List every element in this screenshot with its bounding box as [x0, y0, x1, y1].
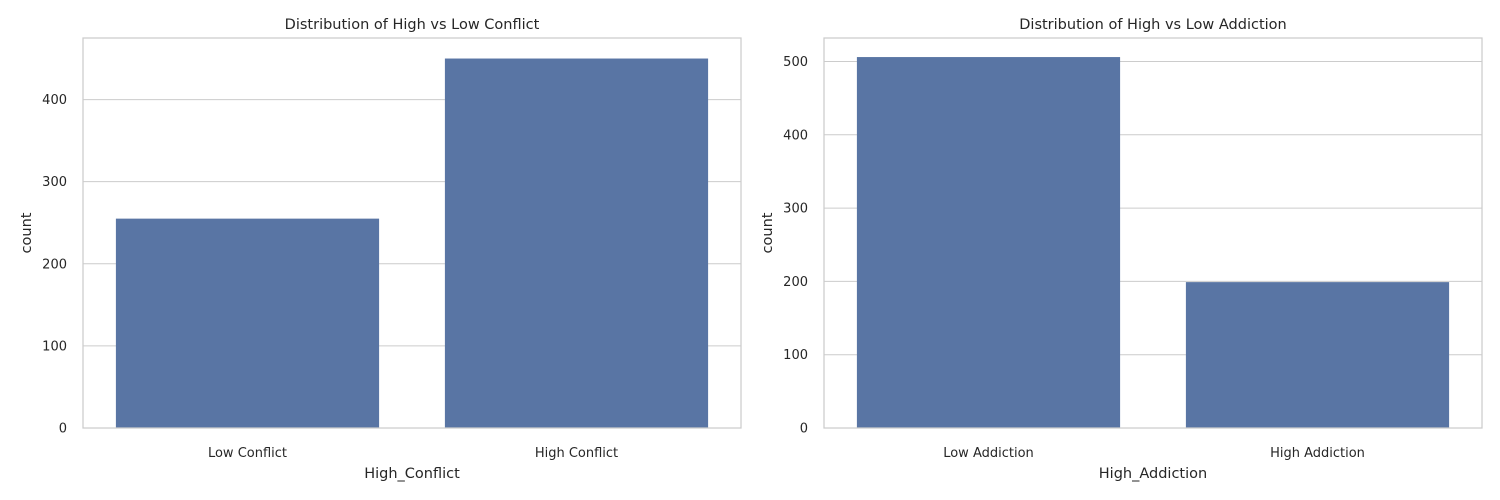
addiction-chart-bar-low-addiction [856, 57, 1121, 428]
addiction-chart-x-axis-label: High_Addiction [1099, 466, 1207, 482]
addiction-chart-y-axis-label: count [760, 212, 776, 253]
addiction-chart-x-ticks: Low Addiction High Addiction [943, 446, 1365, 461]
conflict-chart-title: Distribution of High vs Low Conflict [285, 17, 540, 33]
conflict-chart-y-tick-label: 400 [42, 93, 67, 108]
conflict-chart-bars [115, 58, 709, 429]
conflict-chart-y-axis-label: count [19, 212, 35, 253]
addiction-chart-y-tick-label: 100 [783, 348, 808, 363]
conflict-chart-y-tick-label: 100 [42, 339, 67, 354]
conflict-chart-x-tick-label: Low Conflict [208, 446, 287, 461]
addiction-chart-bar-high-addiction [1185, 282, 1450, 428]
addiction-chart: Distribution of High vs Low Addiction 0 1… [760, 17, 1483, 482]
addiction-chart-bars [856, 57, 1450, 428]
addiction-chart-y-tick-label: 0 [800, 422, 808, 437]
conflict-chart: Distribution of High vs Low Conflict 0 10… [19, 17, 742, 482]
conflict-chart-bar-low-conflict [115, 218, 380, 428]
conflict-chart-y-tick-label: 200 [42, 257, 67, 272]
conflict-chart-frame [82, 37, 742, 429]
addiction-chart-frame [823, 37, 1483, 429]
addiction-chart-y-tick-label: 300 [783, 202, 808, 217]
addiction-chart-y-tick-label: 200 [783, 275, 808, 290]
addiction-chart-y-tick-label: 500 [783, 55, 808, 70]
conflict-chart-y-tick-label: 0 [59, 422, 67, 437]
addiction-chart-x-tick-label: Low Addiction [943, 446, 1034, 461]
conflict-chart-bar-high-conflict [444, 58, 709, 429]
conflict-chart-x-axis-label: High_Conflict [364, 466, 460, 482]
addiction-chart-title: Distribution of High vs Low Addiction [1019, 17, 1286, 33]
addiction-chart-y-ticks: 0 100 200 300 400 500 [783, 55, 808, 437]
conflict-chart-x-tick-label: High Conflict [535, 446, 618, 461]
conflict-chart-y-tick-label: 300 [42, 175, 67, 190]
addiction-chart-x-tick-label: High Addiction [1270, 446, 1365, 461]
addiction-chart-y-tick-label: 400 [783, 128, 808, 143]
conflict-chart-y-ticks: 0 100 200 300 400 [42, 93, 67, 436]
conflict-chart-x-ticks: Low Conflict High Conflict [208, 446, 618, 461]
